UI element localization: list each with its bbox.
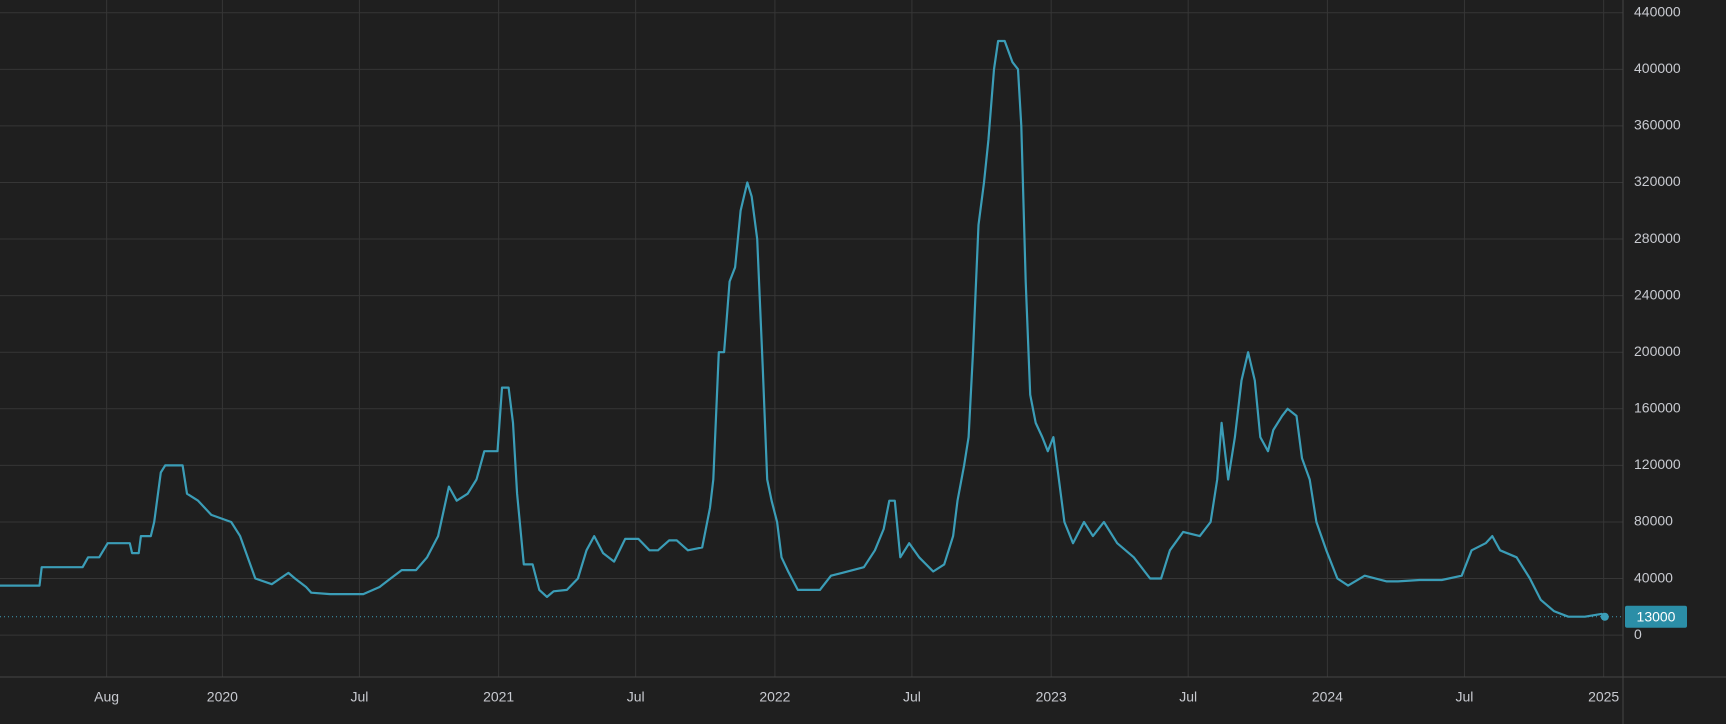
y-tick-label: 240000 — [1634, 286, 1681, 302]
x-tick-label: Jul — [903, 689, 921, 705]
y-tick-label: 40000 — [1634, 569, 1673, 585]
x-tick-label: Jul — [1455, 689, 1473, 705]
x-tick-label: Jul — [627, 689, 645, 705]
last-value-box — [1625, 605, 1687, 628]
y-tick-label: 160000 — [1634, 400, 1681, 416]
y-tick-label: 200000 — [1634, 343, 1681, 359]
y-tick-label: 360000 — [1634, 117, 1681, 133]
y-tick-label: 400000 — [1634, 60, 1681, 76]
y-tick-label: 440000 — [1634, 3, 1681, 19]
last-point — [1600, 612, 1609, 621]
x-tick-label: 2025 — [1588, 689, 1619, 705]
line-series — [0, 39, 1606, 618]
x-tick-label: 2020 — [207, 689, 238, 705]
x-tick-label: Jul — [1179, 689, 1197, 705]
y-tick-label: 280000 — [1634, 230, 1681, 246]
y-tick-label: 320000 — [1634, 173, 1681, 189]
y-tick-label: 120000 — [1634, 456, 1681, 472]
y-tick-label: 80000 — [1634, 513, 1673, 529]
y-tick-label: 0 — [1634, 626, 1642, 642]
x-tick-label: 2022 — [759, 689, 790, 705]
last-value-label: 13000 — [1637, 608, 1676, 624]
x-tick-label: 2024 — [1312, 689, 1343, 705]
x-tick-label: 2023 — [1036, 689, 1067, 705]
x-tick-label: Aug — [94, 689, 119, 705]
x-tick-label: Jul — [350, 689, 368, 705]
x-tick-label: 2021 — [483, 689, 514, 705]
